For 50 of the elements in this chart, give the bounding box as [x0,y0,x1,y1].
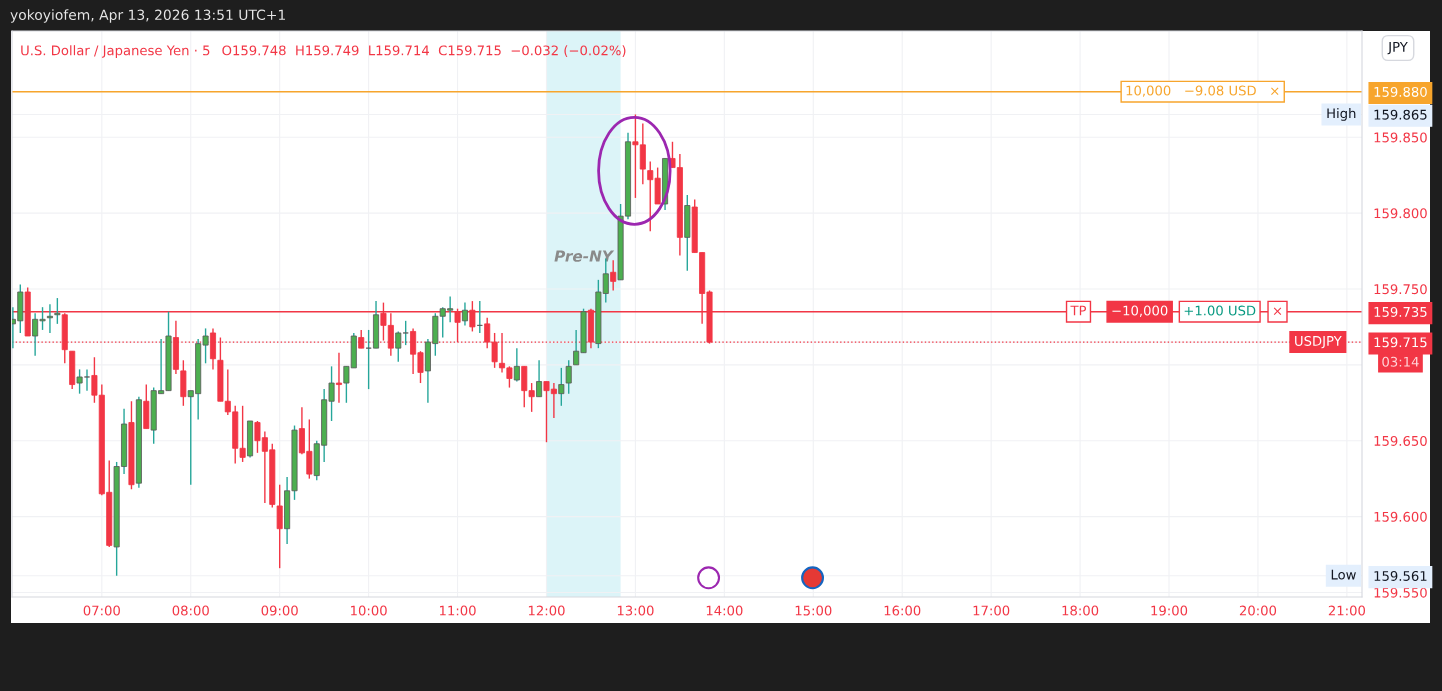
candlestick [536,359,543,398]
annotation: × [1273,307,1282,315]
ref-line-label: 10,000 −9.08 USD × [1126,85,1279,97]
x-tick-label: 10:00 [351,605,387,616]
text: U.S. Dollar / Japanese Yen · 5 [21,45,210,58]
y-tick-label: 159.600 [1374,511,1427,522]
candlestick [365,329,372,390]
candlestick [46,303,53,334]
candlestick [276,484,283,569]
x-tick-label: 15:00 [795,605,832,616]
x-tick-label: 18:00 [1062,605,1099,616]
candlestick [513,347,520,383]
annotation: Low [1331,569,1356,580]
annotation: +1.00 USD [1184,305,1256,316]
band-label: Pre-NY [554,250,615,262]
candlestick [558,367,565,407]
text: 03:14 [1382,356,1419,367]
y-tick-label: 159.550 [1374,587,1427,598]
x-tick-label: 12:00 [528,605,565,616]
y-tick-label: 159.650 [1374,435,1427,446]
ref-line-label: TP [1070,305,1087,316]
candlestick [335,351,342,404]
y-tick-label: 159.865 [1374,109,1427,120]
y-tick-label: 159.735 [1374,306,1427,317]
text: O159.748 H159.749 L159.714 C159.715 −0.032 (−0.02%) [222,45,626,57]
x-tick-label: 16:00 [884,605,921,616]
x-tick-label: 21:00 [1328,605,1366,616]
x-tick-label: 11:00 [439,605,476,616]
y-tick-label: 159.800 [1374,208,1427,219]
x-tick-label: 20:00 [1239,605,1277,616]
text: JPY [1387,42,1408,55]
x-tick-label: 07:00 [83,605,120,616]
x-tick-label: 19:00 [1151,605,1188,616]
y-tick-label: 159.850 [1374,132,1427,143]
annotation: −10,000 [1112,305,1168,317]
x-tick-label: 13:00 [617,605,654,616]
y-tick-label: 159.880 [1374,86,1427,97]
x-tick-label: 08:00 [172,605,209,616]
candlestick [461,301,468,327]
y-tick-label: 159.561 [1374,570,1427,581]
y-tick-label: 159.715 [1374,337,1427,348]
x-tick-label: 14:00 [706,605,743,616]
ref-line-label: USDJPY [1295,335,1342,349]
y-tick-label: 159.750 [1374,284,1427,295]
text: yokoyiofem, Apr 13, 2026 13:51 UTC+1 [10,9,285,23]
x-tick-label: 09:00 [261,605,298,616]
candlestick [565,359,572,395]
candlestick [54,297,61,325]
x-tick-label: 17:00 [973,605,1010,616]
annotation: High [1327,108,1356,121]
